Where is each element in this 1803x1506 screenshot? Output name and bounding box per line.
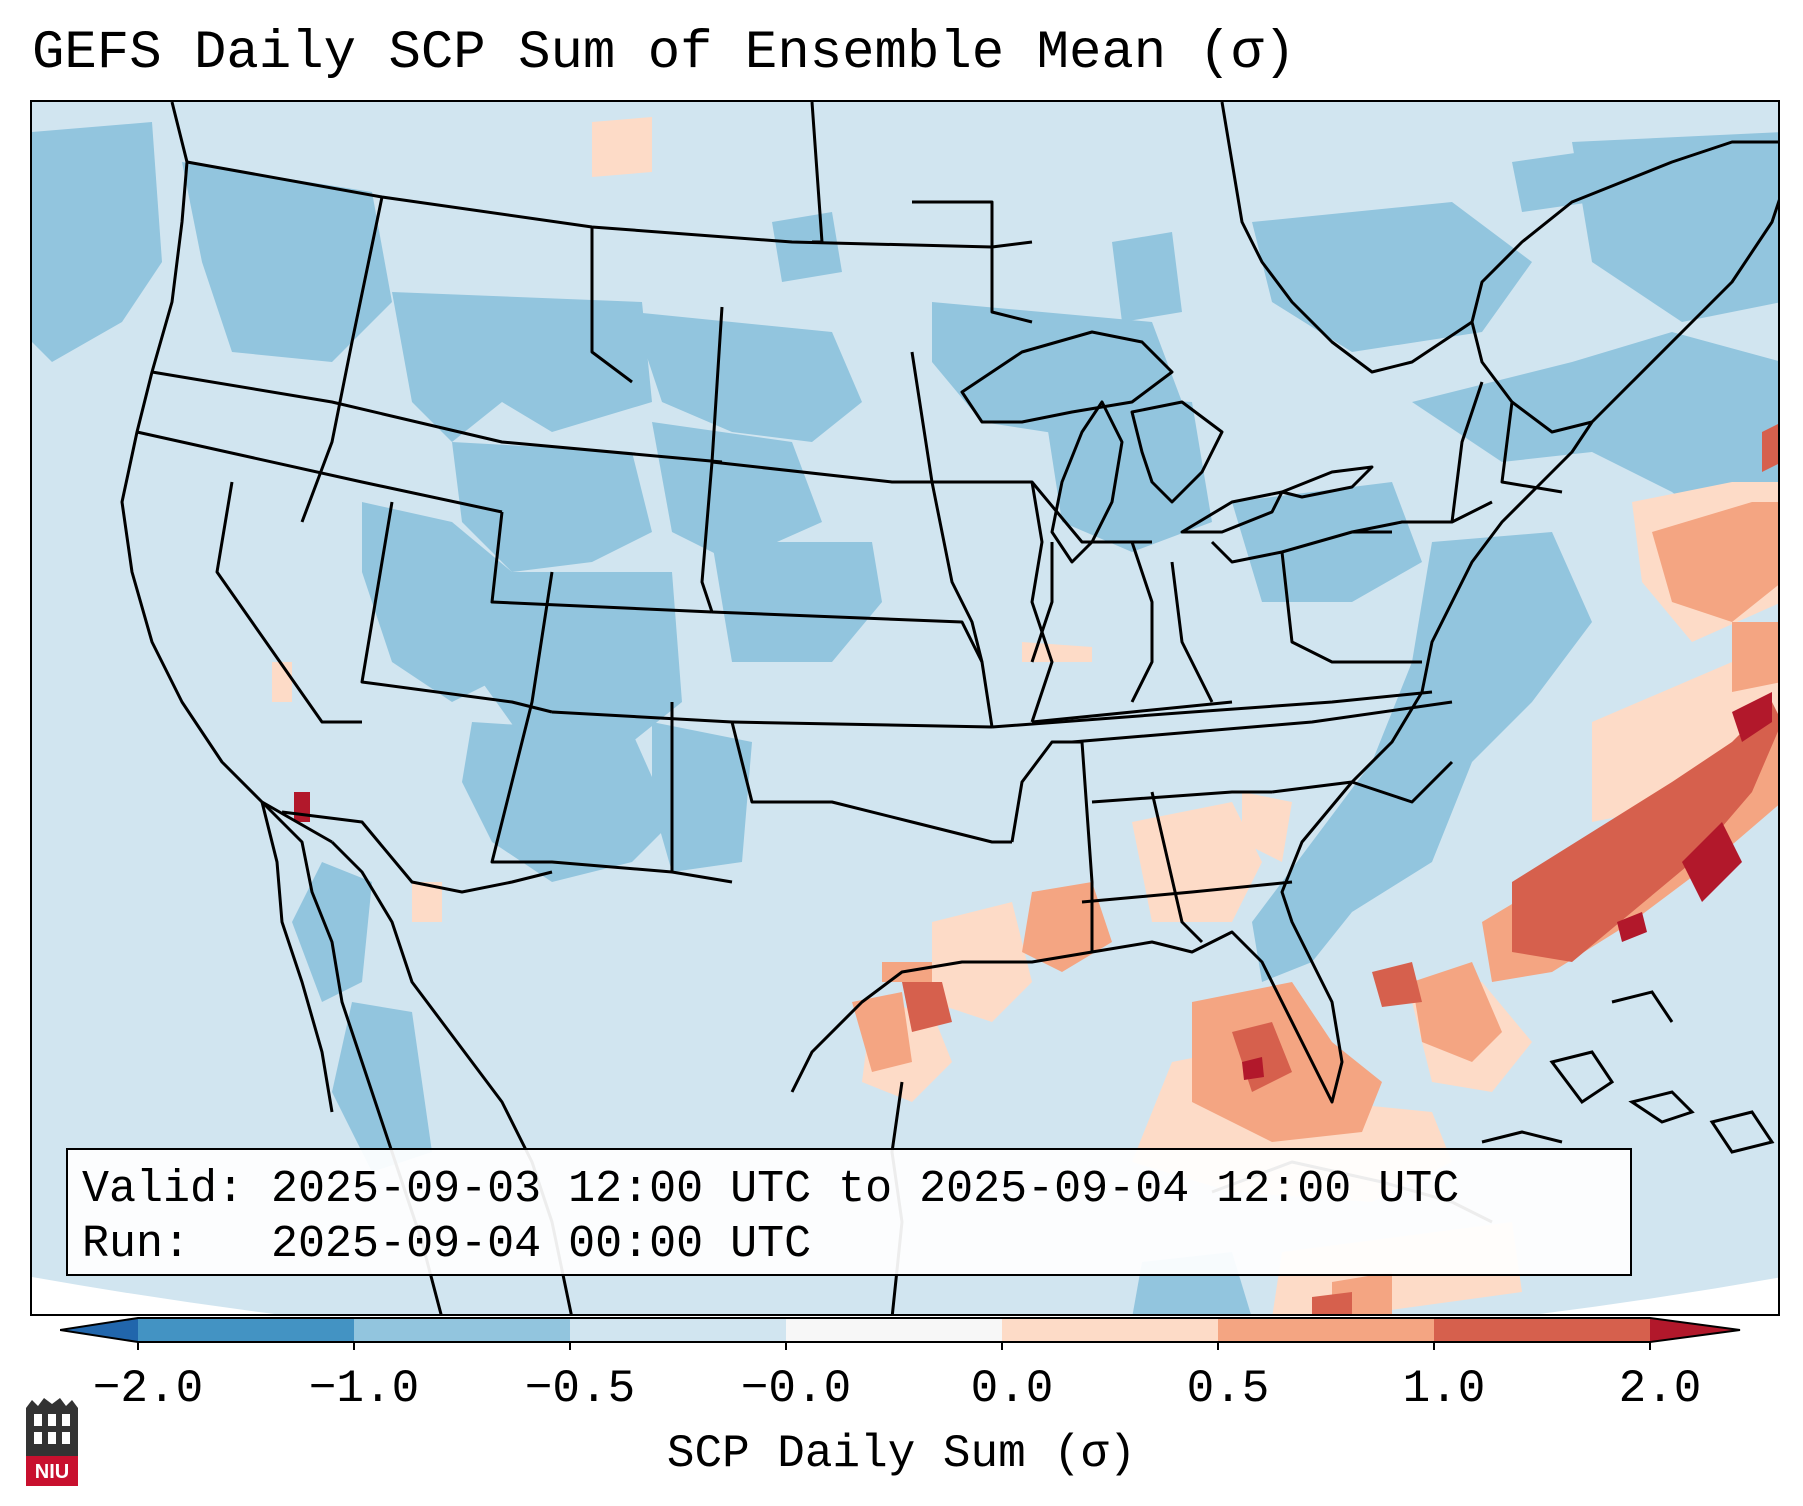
colorbar-bin <box>570 1318 786 1342</box>
colorbar-tick-label: −1.0 <box>308 1363 420 1415</box>
colorbar-tick-label: −0.5 <box>524 1363 636 1415</box>
colorbar-tick-label: 0.0 <box>970 1363 1054 1415</box>
chart-title: GEFS Daily SCP Sum of Ensemble Mean (σ) <box>32 23 1296 84</box>
run-row: Run: 2025-09-04 00:00 UTC <box>82 1217 1630 1272</box>
great-lakes <box>960 330 1374 564</box>
run-value: 2025-09-04 00:00 UTC <box>271 1219 812 1270</box>
colorbar-tick-label: 0.5 <box>1186 1363 1270 1415</box>
colorbar <box>60 1317 1741 1350</box>
valid-label: Valid: <box>82 1164 245 1215</box>
anomaly-pos-extreme <box>294 692 1772 1080</box>
map-panel[interactable] <box>30 100 1780 1316</box>
valid-run-infobox: Valid: 2025-09-03 12:00 UTC to 2025-09-0… <box>66 1148 1632 1276</box>
colorbar-bin <box>1218 1318 1434 1342</box>
colorbar-bin <box>1434 1318 1650 1342</box>
map-canvas <box>32 102 1778 1314</box>
colorbar-bin <box>138 1318 354 1342</box>
colorbar-bin <box>354 1318 570 1342</box>
colorbar-bin <box>786 1318 1002 1342</box>
colorbar-tick-label: −2.0 <box>92 1363 204 1415</box>
anomaly-neg-regions <box>32 122 1778 1314</box>
colorbar-label: SCP Daily Sum (σ) <box>666 1428 1137 1480</box>
caribbean-islands <box>1549 990 1775 1154</box>
svg-text:NIU: NIU <box>35 1461 69 1483</box>
niu-logo: NIU <box>26 1398 78 1486</box>
valid-row: Valid: 2025-09-03 12:00 UTC to 2025-09-0… <box>82 1162 1630 1217</box>
colorbar-tick-marks <box>137 1342 1651 1350</box>
colorbar-tick-label: 1.0 <box>1402 1363 1486 1415</box>
colorbar-tick-label: 2.0 <box>1618 1363 1702 1415</box>
colorbar-over-extension <box>1650 1318 1740 1342</box>
colorbar-under-extension <box>60 1318 138 1342</box>
valid-value: 2025-09-03 12:00 UTC to 2025-09-04 12:00… <box>271 1164 1460 1215</box>
run-label: Run: <box>82 1219 191 1270</box>
colorbar-tick-label: −0.0 <box>740 1363 852 1415</box>
colorbar-bin <box>1002 1318 1218 1342</box>
political-borders <box>136 102 1563 952</box>
anomaly-pos-strong <box>902 424 1778 1314</box>
